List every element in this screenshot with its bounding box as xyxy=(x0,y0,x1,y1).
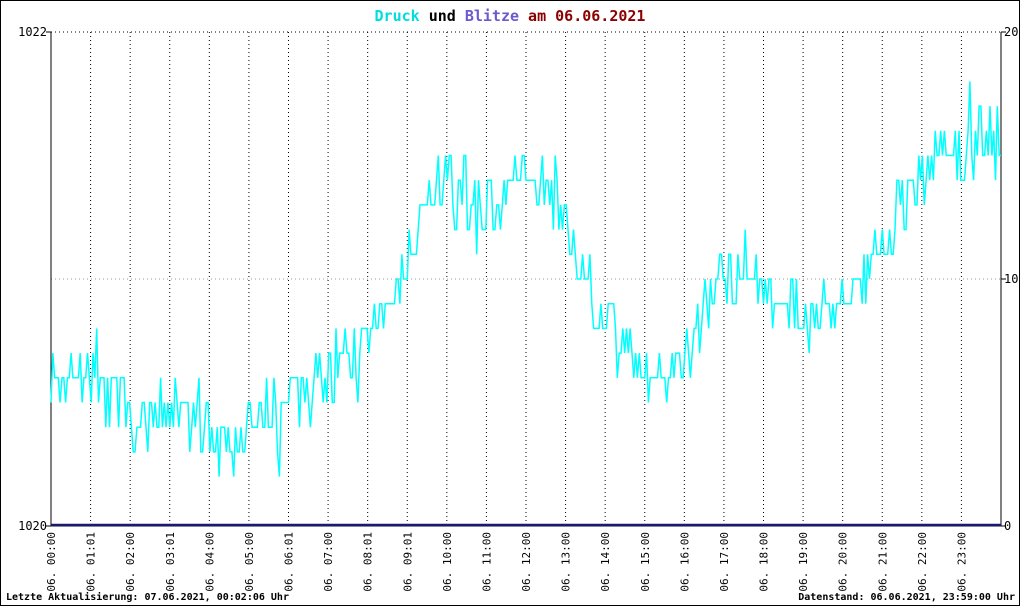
x-tick-label: 06. 14:00 xyxy=(599,532,612,592)
x-tick-label: 06. 09:01 xyxy=(401,532,414,592)
x-tick-label: 06. 10:00 xyxy=(441,532,454,592)
data-state-text: Datenstand: 06.06.2021, 23:59:00 Uhr xyxy=(798,592,1015,603)
title-und-label: und xyxy=(419,7,465,25)
x-tick-label: 06. 07:00 xyxy=(322,532,335,592)
x-tick-label: 06. 12:00 xyxy=(520,532,533,592)
druck-series-line xyxy=(50,81,1001,477)
x-tick-label: 06. 21:00 xyxy=(876,532,889,592)
y-right-tick-bottom: 0 xyxy=(1004,519,1012,533)
title-druck-label: Druck xyxy=(374,7,420,25)
x-tick-label: 06. 08:01 xyxy=(362,532,375,592)
last-update-text: Letzte Aktualisierung: 07.06.2021, 00:02… xyxy=(6,592,289,603)
x-tick-label: 06. 05:00 xyxy=(243,532,256,592)
y-right-tick-middle: 10 xyxy=(1004,272,1019,286)
x-tick-label: 06. 01:01 xyxy=(85,532,98,592)
x-tick-label: 06. 03:01 xyxy=(164,532,177,592)
x-tick-label: 06. 17:00 xyxy=(718,532,731,592)
x-tick-label: 06. 02:00 xyxy=(124,532,137,592)
x-tick-label: 06. 18:00 xyxy=(758,532,771,592)
y-left-tick-top: 1022 xyxy=(18,25,47,39)
x-tick-label: 06. 15:00 xyxy=(639,532,652,592)
x-tick-label: 06. 16:00 xyxy=(678,532,691,592)
chart-title: Druck und Blitze am 06.06.2021 xyxy=(1,7,1019,25)
x-tick-label: 06. 22:00 xyxy=(916,532,929,592)
x-tick-label: 06. 06:01 xyxy=(283,532,296,592)
x-tick-label: 06. 00:00 xyxy=(45,532,58,592)
x-tick-label: 06. 20:00 xyxy=(837,532,850,592)
x-tick-label: 06. 23:00 xyxy=(955,532,968,592)
x-tick-label: 06. 19:00 xyxy=(797,532,810,592)
y-right-tick-top: 20 xyxy=(1004,25,1019,39)
x-tick-label: 06. 04:00 xyxy=(203,532,216,592)
y-left-tick-bottom: 1020 xyxy=(18,519,47,533)
title-date-label: am 06.06.2021 xyxy=(519,7,646,25)
title-blitze-label: Blitze xyxy=(464,7,520,25)
x-tick-label: 06. 11:00 xyxy=(480,532,493,592)
x-tick-label: 06. 13:00 xyxy=(560,532,573,592)
